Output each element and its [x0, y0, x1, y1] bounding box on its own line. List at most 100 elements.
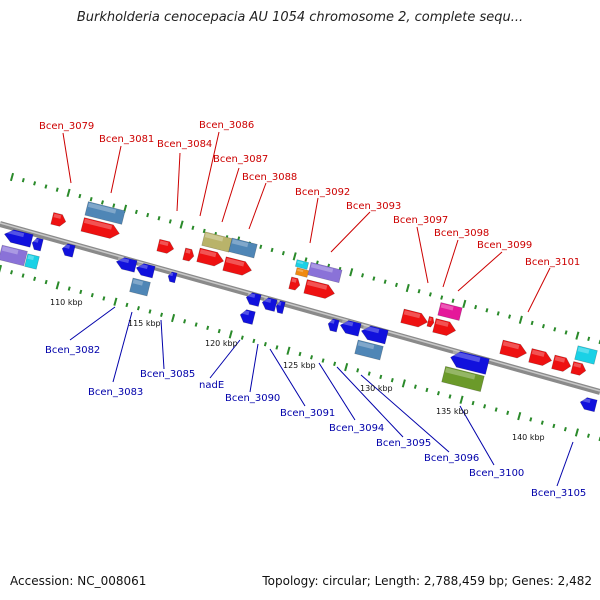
gene-feature[interactable]: [570, 361, 587, 376]
gene-feature[interactable]: [354, 339, 384, 361]
gene-label: Bcen_3081: [99, 134, 154, 145]
gene-feature-highlight: [159, 240, 169, 246]
gene-feature[interactable]: [441, 366, 485, 392]
gene-label: Bcen_3093: [346, 201, 401, 212]
gene-feature-highlight: [297, 260, 304, 265]
gene-feature[interactable]: [275, 300, 286, 315]
scale-tick: [168, 219, 172, 224]
gene-feature-highlight: [310, 263, 334, 273]
scale-tick: [44, 184, 48, 189]
gene-feature[interactable]: [167, 271, 178, 284]
gene-feature[interactable]: [201, 231, 233, 253]
gene-feature[interactable]: [80, 217, 121, 241]
gene-feature-highlight: [297, 268, 304, 273]
gene-feature-highlight: [169, 272, 174, 277]
scale-tick: [310, 355, 314, 360]
gene-feature[interactable]: [327, 318, 340, 333]
scale-tick: [21, 273, 25, 278]
scale-label: 130 kbp: [360, 384, 393, 393]
gene-feature[interactable]: [288, 276, 302, 291]
scale-tick: [494, 407, 498, 412]
scale-tick: [304, 257, 308, 262]
gene-feature[interactable]: [574, 345, 598, 365]
scale-tick: [179, 220, 184, 229]
scale-tick: [67, 286, 71, 291]
gene-feature[interactable]: [156, 238, 175, 255]
gene-feature[interactable]: [294, 267, 310, 278]
gene-feature-highlight: [502, 341, 520, 350]
gene-feature[interactable]: [528, 348, 554, 368]
gene-feature-highlight: [5, 229, 25, 238]
scale-tick: [401, 379, 406, 388]
gene-feature[interactable]: [239, 308, 256, 325]
gene-feature-highlight: [403, 310, 421, 319]
gene-feature[interactable]: [135, 262, 156, 279]
gene-feature[interactable]: [261, 296, 278, 312]
gene-feature-highlight: [117, 256, 130, 264]
gene-feature-highlight: [83, 218, 113, 230]
gene-feature[interactable]: [400, 308, 430, 329]
gene-label: Bcen_3091: [280, 408, 335, 419]
gene-feature[interactable]: [3, 228, 34, 248]
gene-feature[interactable]: [0, 244, 28, 267]
scale-label: 120 kbp: [205, 339, 238, 348]
scale-tick: [270, 247, 274, 253]
gene-feature-highlight: [63, 243, 70, 249]
scale-tick: [146, 212, 150, 218]
gene-feature-highlight: [277, 301, 282, 306]
scale-tick: [66, 188, 71, 197]
gene-label: Bcen_3105: [531, 488, 586, 499]
scale-tick: [361, 273, 365, 278]
gene-feature[interactable]: [339, 319, 362, 337]
gene-label: Bcen_3098: [434, 228, 489, 239]
scale-tick: [134, 209, 138, 215]
gene-feature-highlight: [554, 356, 566, 363]
gene-feature[interactable]: [182, 247, 196, 262]
scale-tick: [89, 197, 93, 202]
gene-feature[interactable]: [432, 318, 458, 338]
gene-feature[interactable]: [303, 279, 337, 301]
gene-feature-highlight: [132, 279, 144, 286]
scale-tick: [321, 358, 325, 363]
gene-label: Bcen_3084: [157, 139, 212, 150]
scale-tick: [281, 250, 285, 256]
gene-feature[interactable]: [129, 277, 151, 297]
gene-feature[interactable]: [551, 354, 573, 373]
gene-features[interactable]: [0, 201, 598, 413]
gene-feature[interactable]: [579, 396, 598, 413]
gene-feature[interactable]: [307, 261, 343, 284]
gene-feature[interactable]: [437, 302, 463, 321]
gene-feature[interactable]: [31, 237, 44, 252]
scale-tick: [459, 395, 464, 404]
gene-feature-highlight: [531, 349, 545, 357]
scale-tick: [436, 391, 440, 396]
gene-label: Bcen_3090: [225, 393, 280, 404]
scale-tick: [202, 228, 206, 234]
gene-feature[interactable]: [294, 259, 310, 270]
gene-feature[interactable]: [115, 256, 138, 273]
scale-tick: [474, 304, 478, 310]
gene-feature[interactable]: [449, 350, 490, 375]
gene-feature-highlight: [53, 213, 62, 219]
scale-label: 125 kbp: [283, 361, 316, 370]
gene-feature[interactable]: [222, 256, 254, 277]
gene-feature[interactable]: [196, 247, 226, 268]
gene-feature[interactable]: [228, 237, 258, 259]
gene-feature[interactable]: [24, 253, 40, 270]
gene-feature[interactable]: [499, 339, 529, 360]
gene-label: Bcen_3086: [199, 120, 254, 131]
gene-feature[interactable]: [245, 291, 262, 307]
scale-tick: [240, 335, 244, 340]
scale-tick: [518, 315, 523, 324]
gene-feature[interactable]: [84, 201, 126, 225]
gene-feature-highlight: [429, 317, 432, 322]
scale-tick: [356, 368, 360, 373]
scale-tick: [552, 423, 556, 429]
gene-feature[interactable]: [61, 243, 76, 258]
gene-feature[interactable]: [426, 316, 435, 328]
gene-label: Bcen_3085: [140, 369, 195, 380]
gene-feature[interactable]: [360, 324, 389, 345]
gene-feature[interactable]: [50, 212, 67, 227]
gene-label: Bcen_3082: [45, 345, 100, 356]
